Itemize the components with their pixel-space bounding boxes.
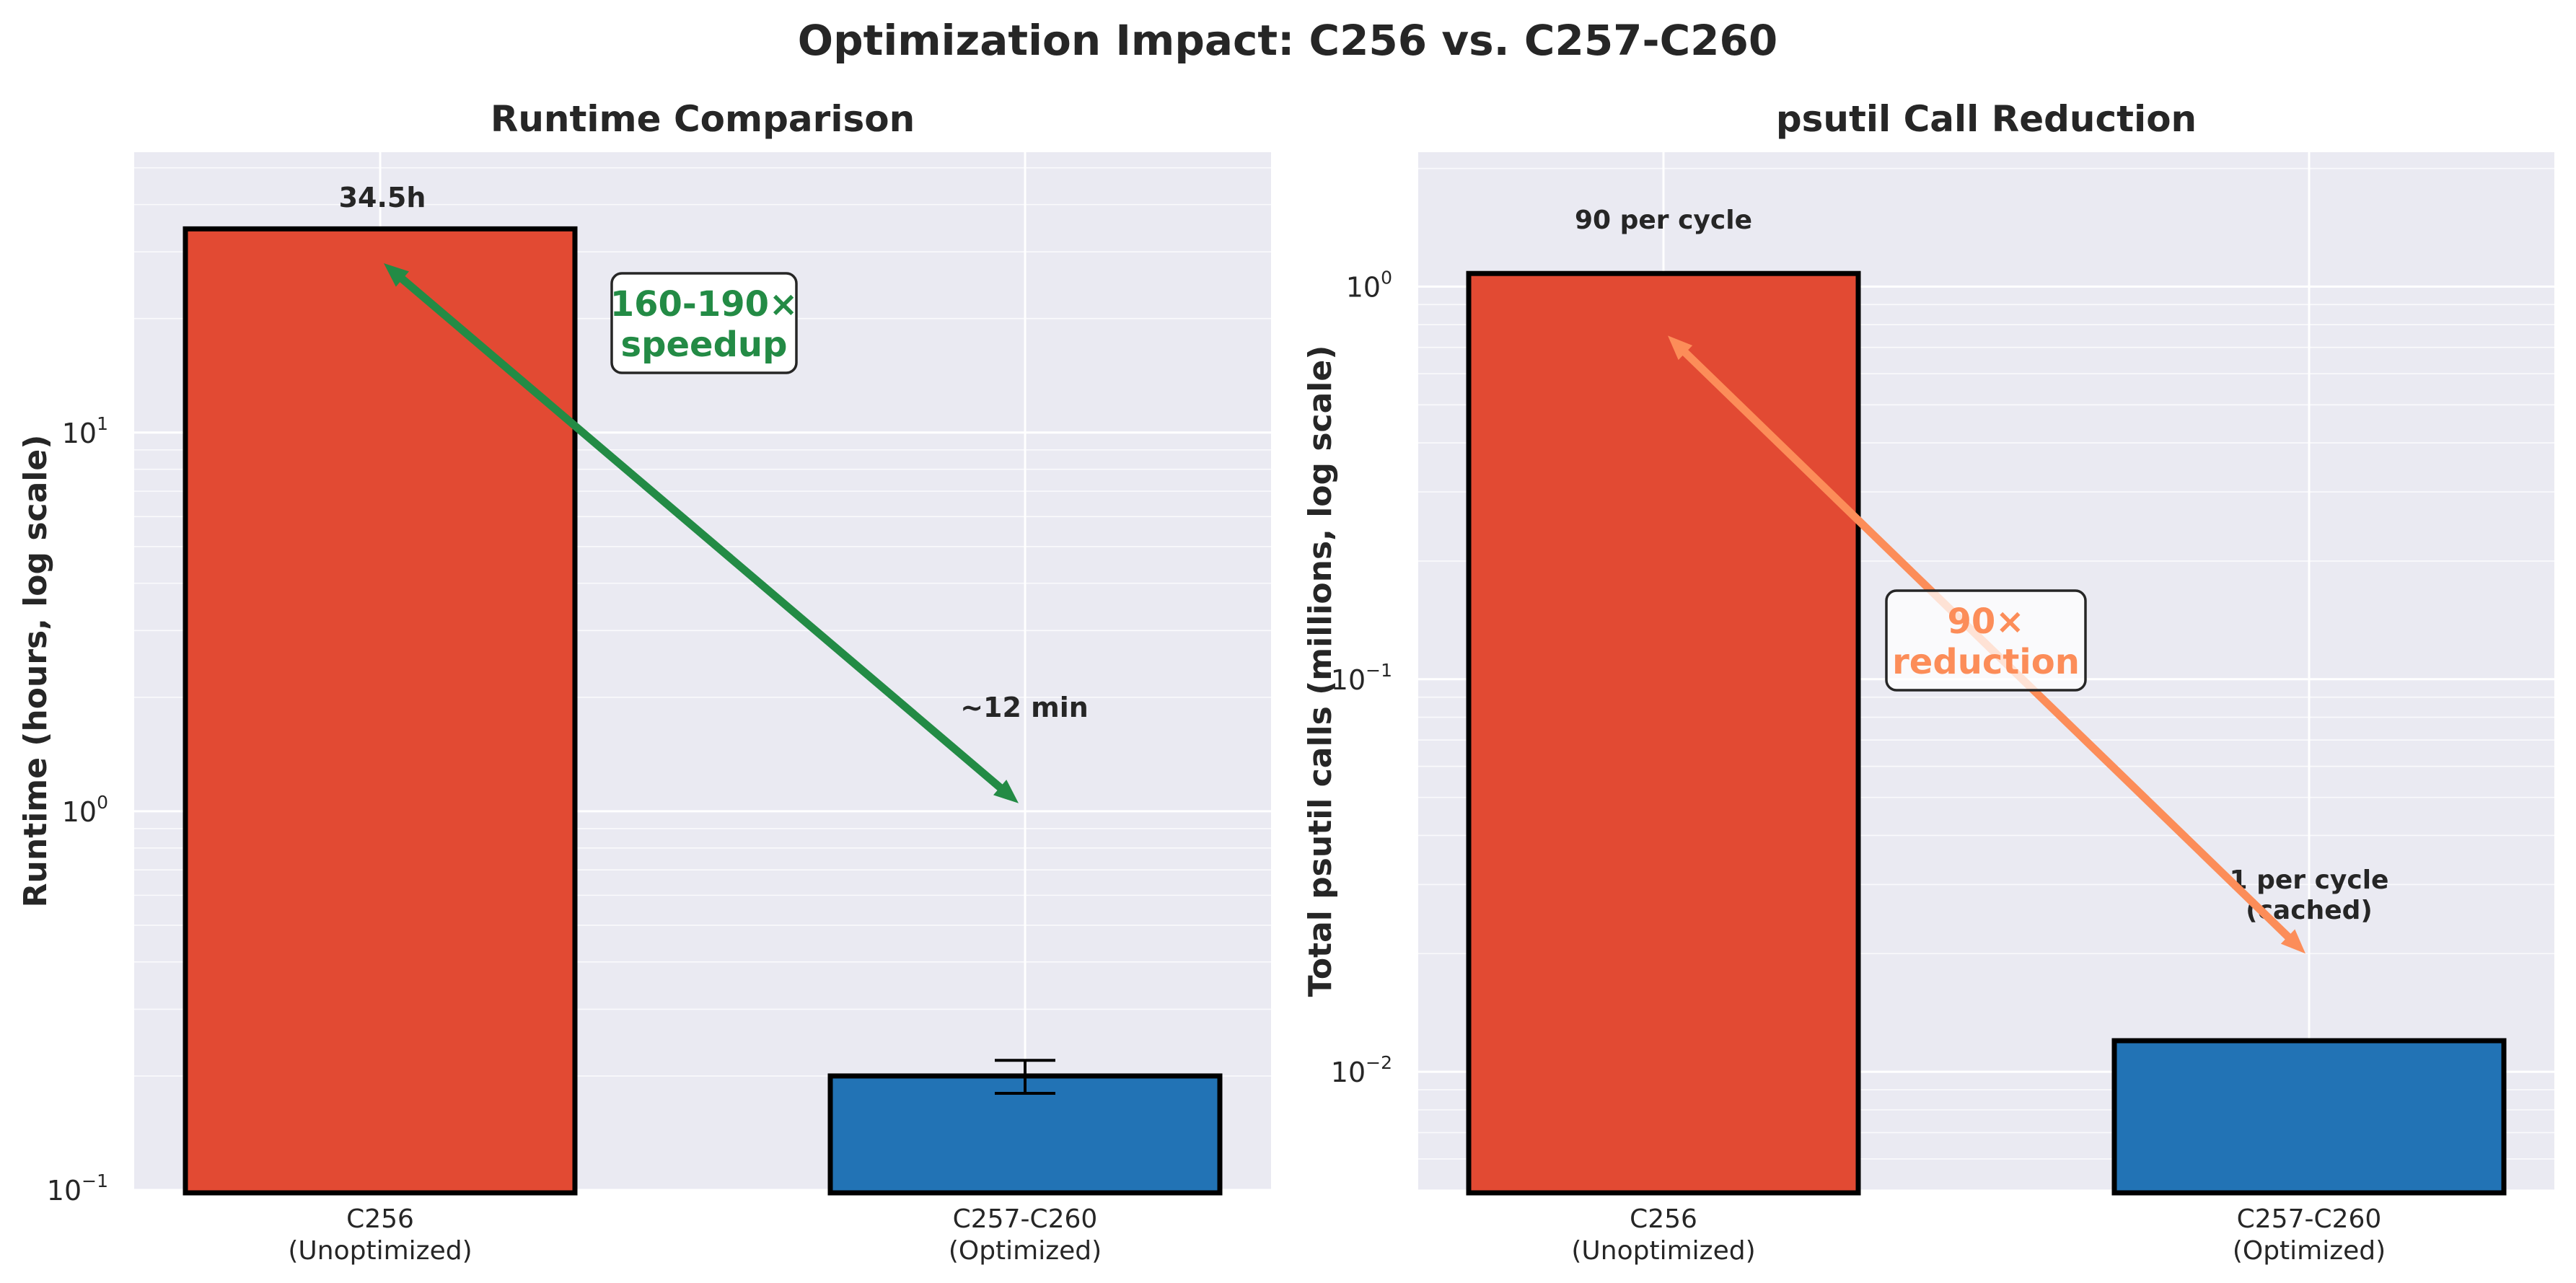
bar-value-label: 34.5h	[339, 182, 426, 213]
runtime-y-ticks: 10−1 100 101	[47, 413, 108, 1207]
y-tick-label: 10−1	[47, 1170, 108, 1207]
annotation-text: 90× reduction	[1892, 601, 2080, 682]
x-tick-label: C257-C260 (Optimized)	[949, 1204, 1102, 1266]
y-tick-label: 100	[1346, 267, 1392, 303]
x-tick-label: C256 (Unoptimized)	[288, 1204, 472, 1266]
y-tick-label: 101	[62, 413, 108, 449]
x-tick-label: C256 (Unoptimized)	[1571, 1204, 1755, 1266]
runtime-annotations: 34.5h ~12 min 160-190× speedup	[339, 182, 1089, 803]
bar-c257-c260	[2111, 1038, 2507, 1196]
error-bar	[995, 1059, 1055, 1095]
bar-c256	[183, 226, 578, 1196]
psutil-panel-title: psutil Call Reduction	[1776, 98, 2197, 140]
runtime-comparison-panel: 10−1 100 101 C256 (Unoptimized) C257-C260 (Op…	[17, 98, 1271, 1266]
annotation-arrow	[384, 263, 1019, 803]
y-tick-label: 10−2	[1331, 1052, 1392, 1088]
runtime-x-ticks: C256 (Unoptimized) C257-C260 (Optimized)	[288, 1204, 1102, 1266]
figure-title: Optimization Impact: C256 vs. C257-C260	[798, 16, 1777, 65]
psutil-call-reduction-panel: 10−2 10−1 100 C256 (Unoptimized) C257-C260 (O…	[1302, 98, 2554, 1266]
psutil-x-ticks: C256 (Unoptimized) C257-C260 (Optimized)	[1571, 1204, 2386, 1266]
runtime-y-axis-label: Runtime (hours, log scale)	[17, 435, 54, 908]
psutil-bars	[1466, 270, 2507, 1196]
annotation-text: 160-190× speedup	[610, 284, 799, 365]
psutil-y-ticks: 10−2 10−1 100	[1331, 267, 1392, 1088]
runtime-panel-title: Runtime Comparison	[491, 98, 915, 140]
runtime-bars	[183, 226, 1223, 1196]
y-tick-label: 10−1	[1331, 660, 1392, 696]
psutil-y-axis-label: Total psutil calls (millions, log scale)	[1302, 345, 1339, 997]
psutil-annotations: 90 per cycle 1 per cycle (cached) 90× reduct…	[1575, 206, 2389, 954]
annotation-box	[610, 272, 798, 374]
bar-c256	[1466, 270, 1861, 1196]
bar-value-label: 90 per cycle	[1575, 206, 1752, 235]
bar-value-label: 1 per cycle (cached)	[2230, 865, 2389, 925]
x-tick-label: C257-C260 (Optimized)	[2233, 1204, 2386, 1266]
bar-value-label: ~12 min	[960, 692, 1089, 723]
y-tick-label: 100	[62, 792, 108, 828]
bar-c257-c260	[827, 1073, 1223, 1196]
annotation-box	[1885, 589, 2087, 692]
